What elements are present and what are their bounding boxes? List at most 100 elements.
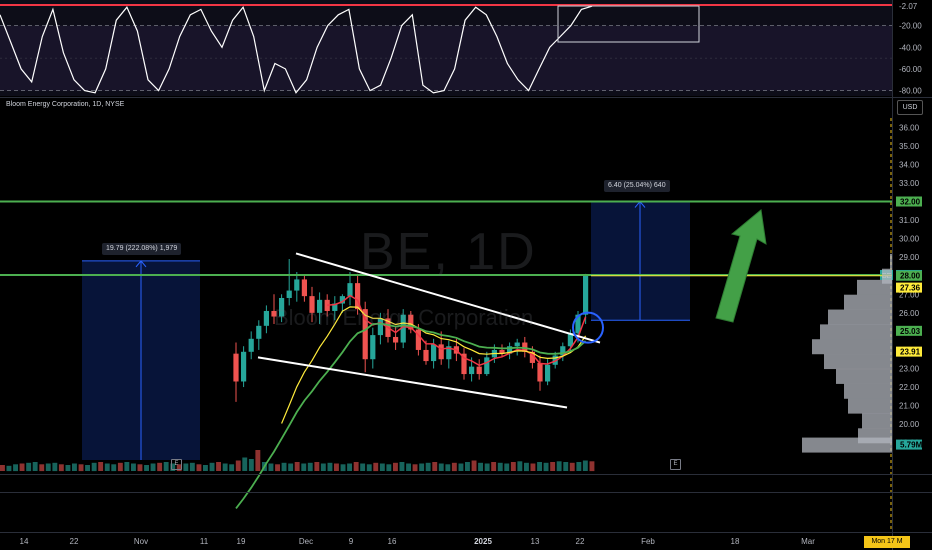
volume-bar	[248, 459, 254, 471]
volume-bar	[242, 457, 248, 471]
volume-bar	[438, 463, 444, 471]
candle-body	[279, 297, 285, 317]
volume-bar	[504, 463, 510, 471]
volume-profile-bar	[836, 368, 892, 384]
candle-body	[446, 346, 452, 360]
volume-profile-bar	[862, 413, 892, 429]
volume-profile-bar	[802, 437, 892, 453]
volume-bar	[255, 450, 261, 471]
price-tag-background	[896, 439, 922, 450]
volume-bar	[320, 463, 326, 471]
candle-body	[400, 314, 406, 343]
candle-body	[514, 342, 520, 347]
time-tick-label: Dec	[299, 537, 313, 546]
volume-bar	[550, 462, 556, 471]
volume-bar	[137, 464, 143, 472]
volume-bar	[484, 463, 490, 471]
volume-profile-bar	[812, 339, 892, 355]
volume-bar	[406, 463, 411, 471]
time-tick-label: 16	[388, 537, 397, 546]
oscillator-tick-label: -60.00	[899, 65, 922, 74]
candle-body	[362, 309, 368, 360]
price-tag-label: 23.91	[900, 348, 921, 357]
symbol-watermark: BE, 1D	[360, 223, 537, 281]
candle-body	[552, 355, 558, 365]
volume-bar	[510, 462, 516, 471]
oscillator-tick-label: -80.00	[899, 87, 922, 96]
breakout-circle	[572, 311, 604, 344]
candle-body	[484, 357, 490, 375]
price-tag-label: 5.79M	[900, 441, 923, 450]
earnings-badge[interactable]: E	[171, 459, 182, 470]
volume-profile-bar	[882, 268, 892, 284]
volume-bar	[98, 462, 104, 471]
volume-bar	[393, 462, 398, 472]
price-tag-label: 32.00	[900, 198, 921, 207]
volume-bar	[85, 465, 90, 471]
volume-profile-bar	[828, 309, 892, 325]
volume-bar	[569, 462, 575, 472]
volume-bar	[445, 464, 451, 472]
candle-body	[286, 290, 292, 298]
volume-bar	[170, 463, 176, 471]
volume-bar	[524, 462, 529, 472]
volume-bar	[478, 462, 483, 472]
candle-body	[241, 351, 247, 382]
volume-bar	[471, 460, 477, 471]
price-tag-background	[896, 270, 922, 281]
volume-bar	[458, 463, 464, 471]
wedge-upper-line	[295, 252, 601, 344]
volume-bar	[556, 461, 562, 472]
candle-body	[469, 366, 475, 375]
candle-body	[393, 336, 399, 343]
volume-bar	[340, 464, 346, 472]
candle-body	[408, 314, 414, 330]
volume-bar	[582, 460, 588, 471]
candle-body	[476, 366, 482, 375]
time-tick-label: Nov	[134, 537, 148, 546]
volume-bar	[78, 464, 84, 472]
volume-bar	[216, 462, 221, 471]
candle-body	[438, 344, 444, 360]
volume-bar	[399, 462, 405, 471]
earnings-badge[interactable]: E	[670, 459, 681, 470]
measure-callout-right: 6.40 (25.04%) 640	[604, 180, 670, 192]
volume-bar	[222, 463, 228, 471]
volume-bar	[432, 462, 438, 471]
time-tick-label: Mar	[801, 537, 815, 546]
volume-bar	[419, 463, 425, 471]
candle-body	[461, 353, 467, 375]
time-tick-label: 2025	[474, 537, 492, 546]
candle-body	[317, 299, 323, 313]
candle-body	[347, 283, 353, 297]
oscillator-highlight-box	[557, 5, 700, 43]
volume-bar	[366, 464, 372, 472]
candle-body	[332, 303, 338, 311]
time-tick-label: 22	[576, 537, 585, 546]
candle-body	[545, 364, 551, 382]
volume-bar	[13, 464, 18, 472]
volume-bar	[104, 463, 110, 471]
price-tick-label: 34.00	[899, 160, 920, 169]
currency-button[interactable]: USD	[897, 100, 923, 115]
symbol-legend: Bloom Energy Corporation, 1D, NYSE	[6, 101, 125, 108]
volume-bar	[19, 463, 25, 471]
price-tick-label: 20.00	[899, 420, 920, 429]
price-tick-label: 26.00	[899, 309, 920, 318]
time-tick-label: 11	[200, 537, 209, 546]
volume-bar	[386, 464, 392, 472]
time-tick-label: 22	[70, 537, 79, 546]
volume-profile-bar	[844, 383, 892, 399]
cursor-date-tag: Mon 17 M	[864, 536, 910, 548]
candle-body	[271, 310, 277, 317]
price-tag-background	[896, 346, 922, 357]
volume-bar	[288, 463, 294, 471]
volume-bar	[301, 463, 307, 471]
price-tick-label: 30.00	[899, 235, 920, 244]
candle-body	[370, 335, 376, 360]
measure-arrowhead-left	[135, 260, 147, 268]
candle-body	[256, 325, 262, 339]
volume-bar	[347, 463, 352, 471]
volume-bar	[307, 462, 313, 472]
